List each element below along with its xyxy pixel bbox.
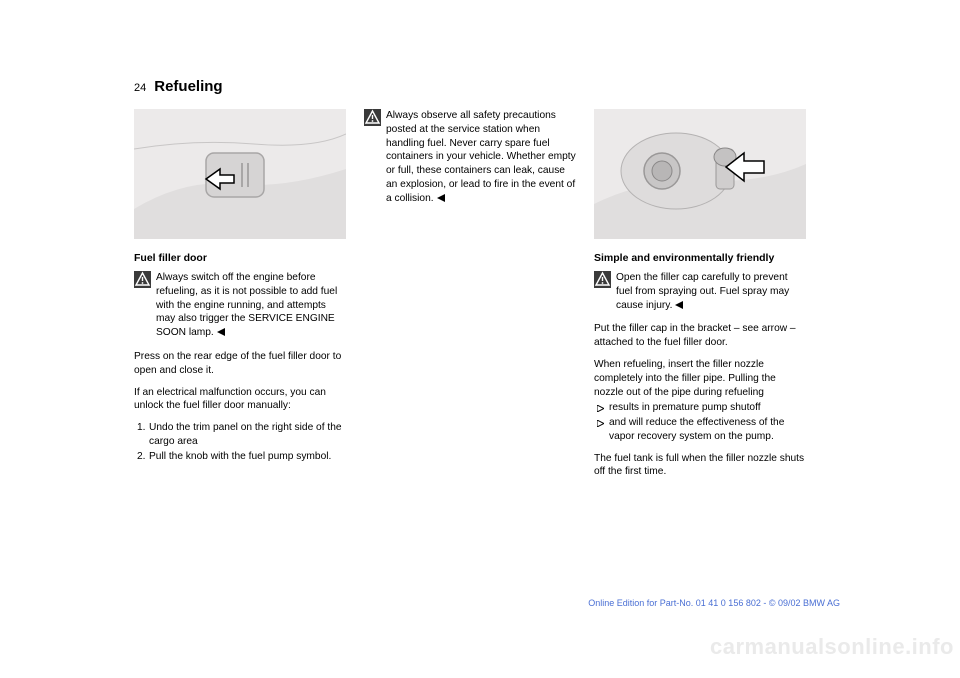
insert-nozzle-text: When refueling, insert the filler nozzle… <box>594 358 806 399</box>
warning-text: Always switch off the engine before refu… <box>156 272 337 338</box>
fuel-door-illustration <box>134 109 346 239</box>
step-2-text: Pull the knob with the fuel pump symbol. <box>149 451 331 462</box>
column-2: Always observe all safety precautions po… <box>364 109 576 487</box>
warning-text: Always observe all safety precautions po… <box>386 110 576 204</box>
simple-env-heading: Simple and environmentally friendly <box>594 251 806 265</box>
footer-edition-text: Online Edition for Part-No. 01 41 0 156 … <box>588 598 840 608</box>
warning-icon <box>364 109 381 126</box>
step-2-number: 2. <box>137 450 146 464</box>
step-1: 1. Undo the trim panel on the right side… <box>137 421 346 449</box>
step-1-number: 1. <box>137 421 146 435</box>
end-marker-icon <box>674 300 683 308</box>
filler-cap-illustration <box>594 109 806 239</box>
bullet-2-text: and will reduce the effectiveness of the… <box>609 417 784 442</box>
page-title: Refueling <box>154 78 222 95</box>
warning-icon <box>594 271 611 288</box>
bullet-2: and will reduce the effectiveness of the… <box>597 416 806 444</box>
filler-cap-bracket-text: Put the filler cap in the bracket – see … <box>594 322 806 350</box>
tank-full-text: The fuel tank is full when the filler no… <box>594 452 806 480</box>
warning-text: Open the filler cap carefully to prevent… <box>616 272 789 311</box>
column-1: Fuel filler door Always switch off the e… <box>134 109 346 487</box>
fuel-door-svg <box>134 109 346 239</box>
bullet-1-text: results in premature pump shutoff <box>609 402 761 413</box>
manual-page: 24 Refueling Fuel filler door <box>0 0 960 678</box>
bullet-icon <box>597 418 604 425</box>
refueling-consequences: results in premature pump shutoff and wi… <box>594 401 806 443</box>
manual-unlock-intro-text: If an electrical malfunction occurs, you… <box>134 386 346 414</box>
bullet-icon <box>597 403 604 410</box>
filler-cap-svg <box>594 109 806 239</box>
step-2: 2. Pull the knob with the fuel pump symb… <box>137 450 346 464</box>
press-rear-edge-text: Press on the rear edge of the fuel fille… <box>134 350 346 378</box>
warning-filler-cap: Open the filler cap carefully to prevent… <box>594 271 806 312</box>
page-header: 24 Refueling <box>134 78 840 95</box>
step-1-text: Undo the trim panel on the right side of… <box>149 422 342 447</box>
manual-unlock-steps: 1. Undo the trim panel on the right side… <box>134 421 346 463</box>
warning-safety-precautions: Always observe all safety precautions po… <box>364 109 576 205</box>
page-number: 24 <box>134 82 146 94</box>
warning-icon <box>134 271 151 288</box>
content-columns: Fuel filler door Always switch off the e… <box>134 109 840 487</box>
watermark-text: carmanualsonline.info <box>710 634 960 660</box>
end-marker-icon <box>216 327 225 335</box>
end-marker-icon <box>436 193 445 201</box>
warning-engine-off: Always switch off the engine before refu… <box>134 271 346 340</box>
bullet-1: results in premature pump shutoff <box>597 401 806 415</box>
fuel-filler-door-heading: Fuel filler door <box>134 251 346 265</box>
column-3: Simple and environmentally friendly Open… <box>594 109 806 487</box>
